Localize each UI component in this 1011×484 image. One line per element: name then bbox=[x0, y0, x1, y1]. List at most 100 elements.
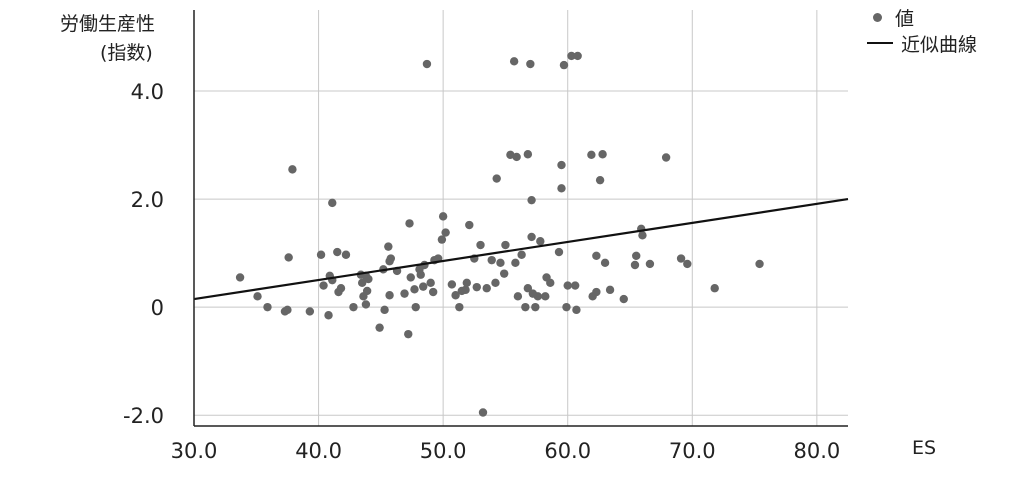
legend-line-icon bbox=[867, 42, 893, 44]
data-point bbox=[605, 285, 615, 295]
data-point bbox=[513, 292, 523, 301]
data-point bbox=[362, 286, 372, 296]
data-point bbox=[559, 60, 569, 70]
data-point bbox=[563, 281, 572, 290]
data-point bbox=[592, 287, 601, 297]
data-point bbox=[482, 284, 491, 293]
y-axis-label-line-2: (指数) bbox=[100, 42, 153, 64]
data-point bbox=[441, 228, 450, 237]
data-point bbox=[361, 300, 371, 309]
data-point bbox=[428, 287, 438, 297]
data-point bbox=[501, 240, 510, 250]
data-point bbox=[478, 408, 488, 417]
data-point bbox=[284, 253, 293, 262]
data-point bbox=[455, 302, 464, 312]
legend-item-points: 値 bbox=[867, 4, 977, 30]
data-point bbox=[531, 302, 540, 312]
x-tick-label: 40.0 bbox=[295, 439, 342, 463]
data-point bbox=[336, 284, 346, 293]
data-point bbox=[541, 292, 550, 301]
data-point bbox=[472, 282, 481, 292]
data-point bbox=[305, 307, 315, 316]
data-point bbox=[557, 184, 566, 193]
data-point bbox=[600, 258, 610, 268]
legend-item-trend: 近似曲線 bbox=[867, 30, 977, 56]
data-point bbox=[411, 302, 420, 312]
trend-line-group bbox=[193, 198, 849, 301]
data-point bbox=[341, 250, 351, 259]
legend-label-points: 値 bbox=[895, 7, 915, 30]
data-point bbox=[461, 285, 470, 295]
legend: 値 近似曲線 bbox=[867, 4, 977, 56]
data-point bbox=[405, 219, 414, 228]
data-point bbox=[404, 329, 413, 339]
data-point bbox=[567, 51, 576, 61]
data-point bbox=[536, 237, 545, 246]
data-point bbox=[527, 195, 536, 205]
x-tick-label: 80.0 bbox=[793, 439, 840, 463]
data-point bbox=[465, 220, 474, 230]
data-point bbox=[386, 254, 396, 263]
data-point bbox=[509, 57, 519, 66]
data-point bbox=[263, 302, 272, 312]
data-point bbox=[462, 278, 472, 288]
data-point bbox=[385, 291, 394, 300]
data-point bbox=[375, 323, 384, 332]
tick-labels: 30.0 40.0 50.0 60.0 70.0 80.0 -2.0 0 2.0 4.0 bbox=[123, 80, 840, 463]
data-point bbox=[521, 302, 530, 312]
data-point bbox=[598, 150, 607, 159]
data-point bbox=[523, 284, 533, 293]
data-point bbox=[645, 259, 655, 269]
data-point bbox=[492, 174, 501, 183]
data-point bbox=[512, 152, 521, 162]
data-point bbox=[487, 255, 496, 265]
data-point bbox=[676, 254, 686, 263]
data-point bbox=[554, 247, 564, 257]
data-point bbox=[416, 270, 425, 279]
y-tick-label: 0 bbox=[151, 296, 164, 320]
data-point bbox=[437, 235, 447, 244]
data-point bbox=[364, 274, 373, 284]
data-point bbox=[438, 212, 448, 221]
y-tick-label: 2.0 bbox=[131, 188, 164, 212]
legend-label-trend: 近似曲線 bbox=[901, 33, 978, 56]
grid bbox=[194, 10, 848, 426]
x-tick-label: 70.0 bbox=[669, 439, 716, 463]
data-point bbox=[476, 240, 485, 250]
data-point bbox=[426, 278, 435, 288]
data-point bbox=[319, 281, 328, 290]
x-tick-label: 60.0 bbox=[544, 439, 591, 463]
data-point bbox=[557, 160, 566, 170]
data-point bbox=[527, 232, 536, 242]
data-point bbox=[595, 175, 605, 185]
y-axis-label-line-1: 労働生産性 bbox=[60, 13, 156, 35]
x-tick-label: 50.0 bbox=[420, 439, 467, 463]
data-point bbox=[496, 258, 505, 268]
data-point bbox=[683, 259, 692, 269]
legend-dot-icon bbox=[873, 12, 882, 22]
axes bbox=[193, 10, 848, 427]
data-point bbox=[710, 284, 719, 293]
data-point bbox=[755, 259, 764, 269]
data-point bbox=[410, 285, 419, 294]
data-point bbox=[451, 291, 460, 300]
data-point bbox=[253, 292, 262, 301]
data-points bbox=[235, 51, 764, 417]
data-point bbox=[573, 51, 582, 61]
data-point bbox=[357, 278, 367, 288]
data-point bbox=[235, 273, 245, 282]
x-tick-label: 30.0 bbox=[171, 439, 218, 463]
data-point bbox=[632, 251, 641, 261]
data-point bbox=[533, 292, 543, 301]
data-point bbox=[324, 311, 333, 320]
data-point bbox=[570, 281, 580, 290]
data-point bbox=[638, 231, 647, 240]
data-point bbox=[572, 305, 581, 315]
data-point bbox=[661, 153, 671, 162]
x-axis-label: ES bbox=[912, 437, 936, 459]
data-point bbox=[511, 258, 520, 268]
data-point bbox=[288, 165, 297, 174]
data-point bbox=[406, 273, 415, 282]
data-point bbox=[316, 250, 326, 259]
